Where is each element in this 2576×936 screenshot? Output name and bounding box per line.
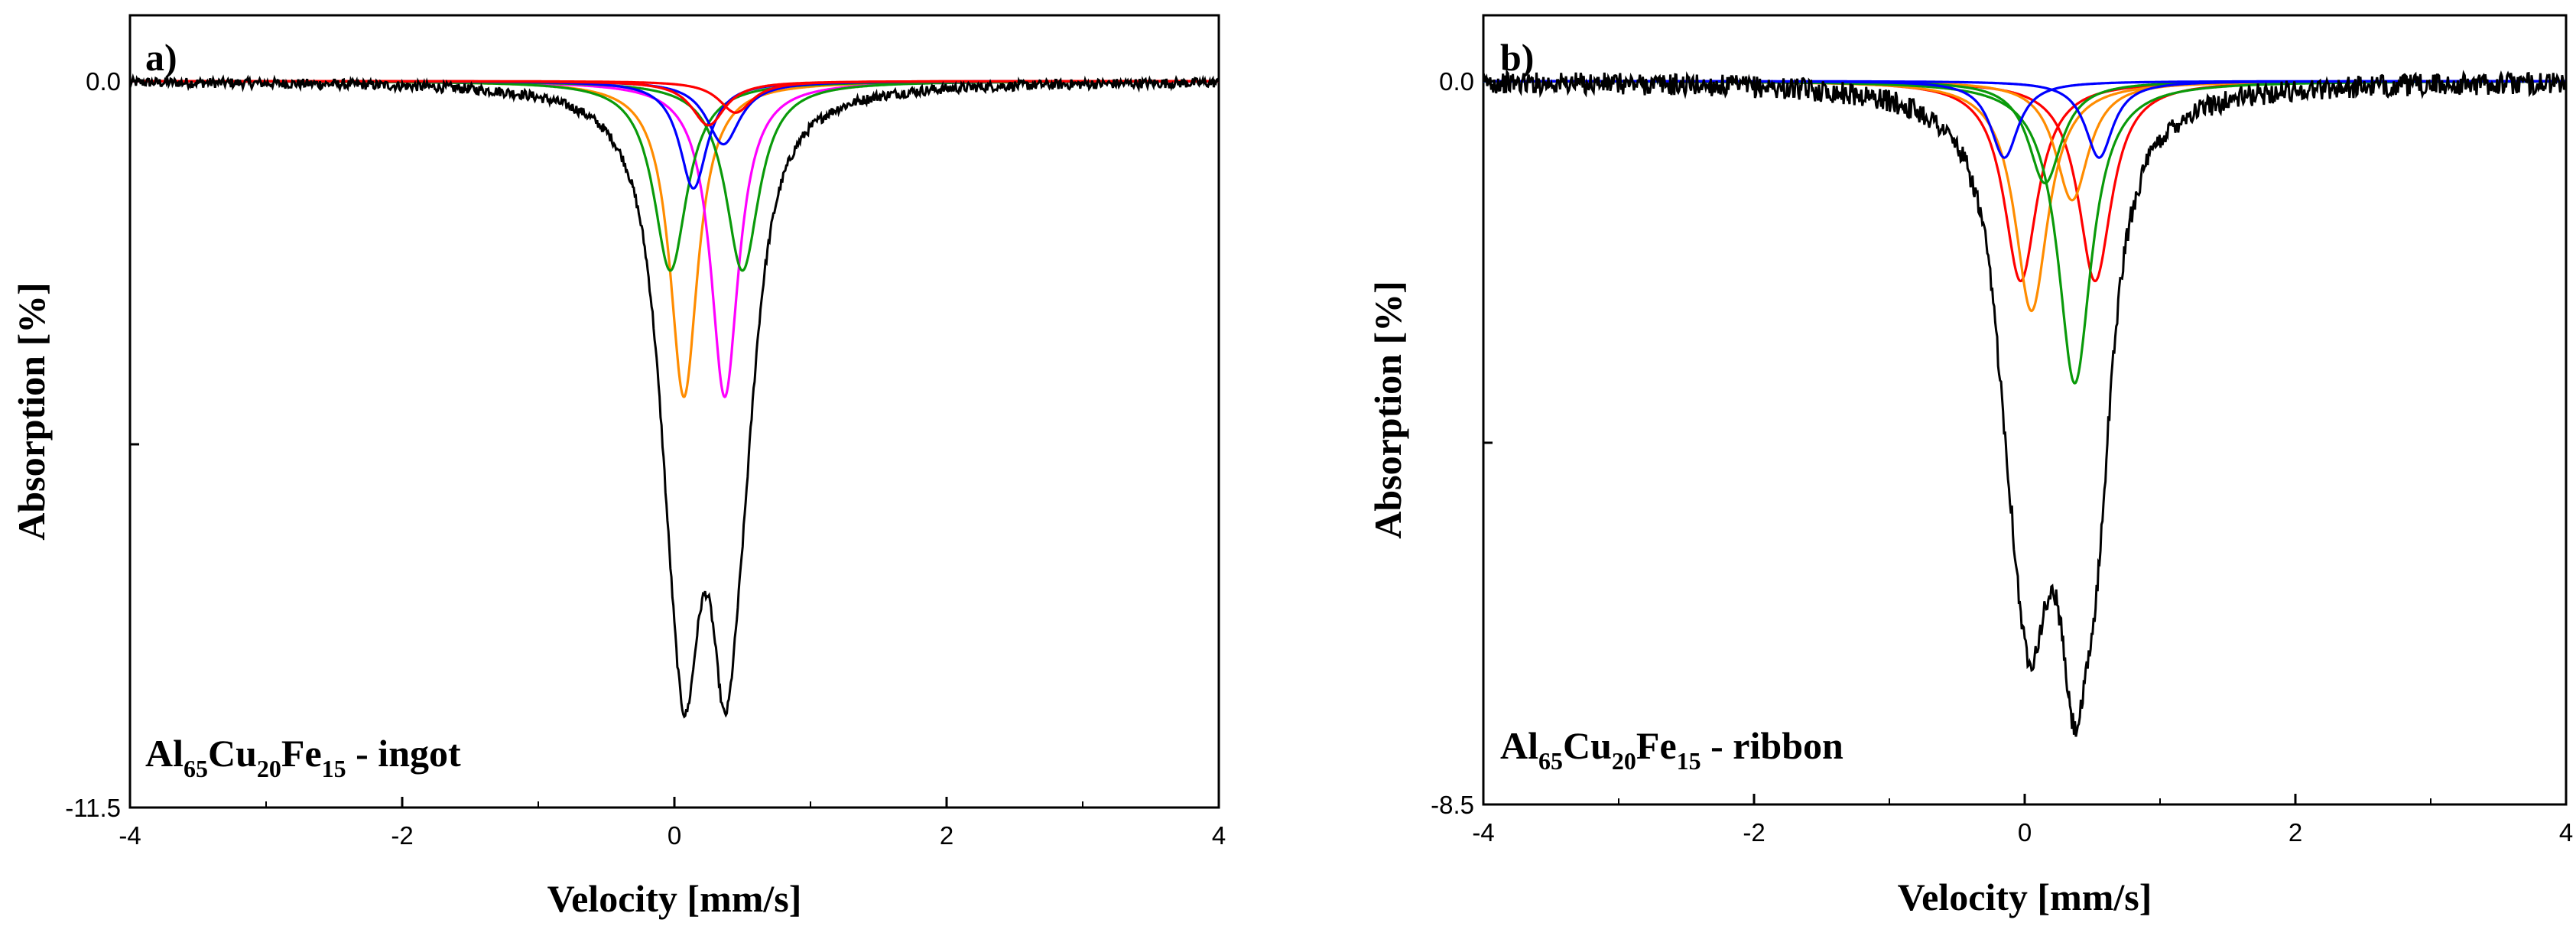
sample-annotation-a: Al65Cu20Fe15 - ingot [145, 732, 461, 782]
panel-label-b: b) [1500, 36, 1534, 79]
x-tick-label: -2 [1743, 818, 1765, 847]
envelope-a [128, 73, 1220, 719]
x-ticks-a: -4 -2 0 2 4 [119, 797, 1226, 850]
y-tick-label: 0.0 [1439, 67, 1474, 96]
sample-annotation-b: Al65Cu20Fe15 - ribbon [1500, 724, 1843, 775]
x-axis-title-a: Velocity [mm/s] [547, 877, 802, 920]
x-tick-label: 0 [668, 821, 681, 850]
y-axis-title-a: Absorption [%] [10, 282, 53, 541]
panel-b: -4 -2 0 2 4 0.0 -8.5 b) Al65Cu20Fe15 - ribbon… [1366, 14, 2573, 918]
envelope-b [1482, 68, 2568, 737]
x-ticks-b: -4 -2 0 2 4 [1472, 794, 2573, 847]
x-tick-label: -4 [119, 821, 141, 850]
panel-label-a: a) [145, 36, 177, 79]
x-tick-label: 4 [1212, 821, 1226, 850]
y-tick-label: -8.5 [1431, 791, 1474, 819]
plot-frame-b [1482, 14, 2568, 806]
y-ticks-b: 0.0 -8.5 [1431, 67, 1494, 819]
panel-a: -4 -2 0 2 4 0.0 -11.5 a) Al65Cu20Fe15 - ingot… [10, 14, 1226, 920]
x-tick-label: 2 [940, 821, 953, 850]
x-tick-label: 2 [2289, 818, 2302, 847]
y-tick-label: 0.0 [86, 67, 121, 96]
x-tick-label: -4 [1472, 818, 1494, 847]
y-axis-title-b: Absorption [%] [1366, 281, 1409, 539]
x-axis-title-b: Velocity [mm/s] [1898, 876, 2152, 918]
experimental-spectrum [1482, 68, 2568, 737]
y-ticks-a: 0.0 -11.5 [65, 67, 141, 822]
y-tick-label: -11.5 [65, 794, 121, 822]
x-tick-label: 4 [2559, 818, 2573, 847]
x-tick-label: -2 [391, 821, 413, 850]
experimental-spectrum [128, 73, 1220, 719]
x-tick-label: 0 [2018, 818, 2032, 847]
plot-frame-a [128, 14, 1220, 809]
